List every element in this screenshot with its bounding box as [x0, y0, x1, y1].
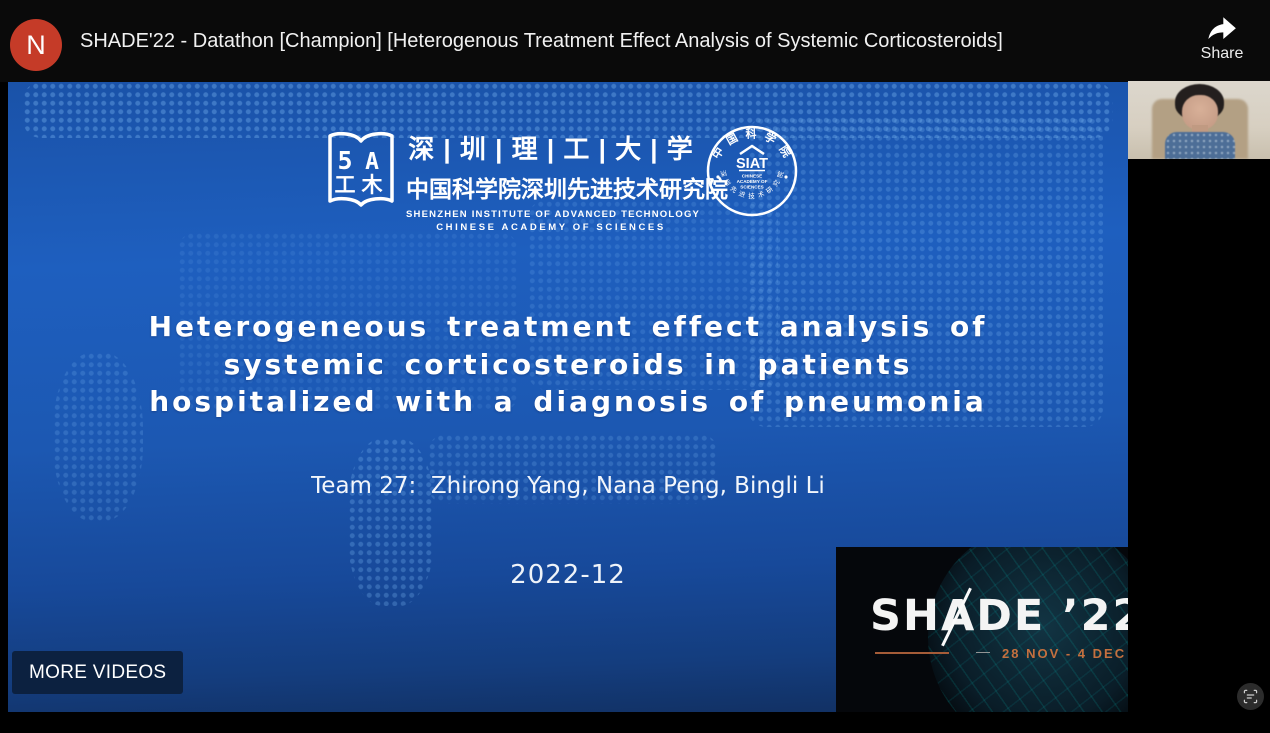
shade22-wordmark: SHADE ’22 [870, 591, 1128, 641]
scan-icon [1243, 689, 1258, 704]
share-button[interactable]: Share [1186, 13, 1258, 63]
presenter-neck [1192, 125, 1208, 135]
video-title-link[interactable]: SHADE'22 - Datathon [Champion] [Heteroge… [80, 29, 1003, 52]
svg-text:ACADEMY OF: ACADEMY OF [737, 179, 768, 184]
svg-text:A: A [365, 149, 379, 175]
team-authors: Team 27: Zhirong Yang, Nana Peng, Bingli… [311, 473, 825, 499]
video-header-bar: N SHADE'22 - Datathon [Champion] [Hetero… [0, 0, 1270, 82]
svg-text:工: 工 [335, 173, 356, 197]
institute-name-en-line1: SHENZHEN INSTITUTE OF ADVANCED TECHNOLOG… [406, 209, 701, 220]
institute-name-cn: 中国科学院深圳先进技术研究院 [406, 176, 728, 202]
svg-text:CHINESE: CHINESE [742, 174, 762, 179]
svg-text:SIAT: SIAT [736, 156, 768, 172]
siat-seal-icon: 中 国 科 学 院 深 圳 先 进 技 术 研 究 院 SIAT CHINESE… [706, 125, 798, 217]
channel-initial: N [26, 29, 46, 60]
institution-name-block: 深 | 圳 | 理 | 工 | 大 | 学 中国科学院深圳先进技术研究院 SHE… [406, 129, 728, 233]
university-name-cn: 深 | 圳 | 理 | 工 | 大 | 学 [408, 134, 694, 164]
presenter-shirt [1165, 132, 1235, 159]
scan-button[interactable] [1237, 683, 1264, 710]
more-videos-label: MORE VIDEOS [29, 661, 167, 683]
dates-separator: — [976, 643, 990, 659]
slide-title: Heterogeneous treatment effect analysis … [148, 310, 988, 418]
institute-name-en-line2: CHINESE ACADEMY OF SCIENCES [436, 222, 666, 233]
shade22-logo-card: SHADE ’22 — 28 NOV - 4 DEC [836, 547, 1128, 712]
accent-rule [875, 652, 949, 654]
presenter-face [1182, 95, 1218, 130]
presenter-webcam [1128, 81, 1270, 159]
event-dates: 28 NOV - 4 DEC [1002, 646, 1127, 661]
svg-text:5: 5 [337, 146, 352, 175]
channel-avatar[interactable]: N [10, 19, 62, 71]
slide-video-surface[interactable]: 5 A 工 木 深 | 圳 | 理 | 工 | 大 | 学 中国科学院深圳先进技… [8, 82, 1128, 712]
share-label: Share [1200, 45, 1244, 62]
slide-date: 2022-12 [510, 560, 626, 590]
svg-text:SCIENCES: SCIENCES [740, 185, 764, 190]
share-icon [1208, 17, 1236, 40]
siat-book-logo-icon: 5 A 工 木 [328, 131, 394, 207]
more-videos-button[interactable]: MORE VIDEOS [12, 651, 184, 694]
svg-text:木: 木 [361, 173, 384, 197]
circuit-globe-decoration [928, 547, 1128, 712]
